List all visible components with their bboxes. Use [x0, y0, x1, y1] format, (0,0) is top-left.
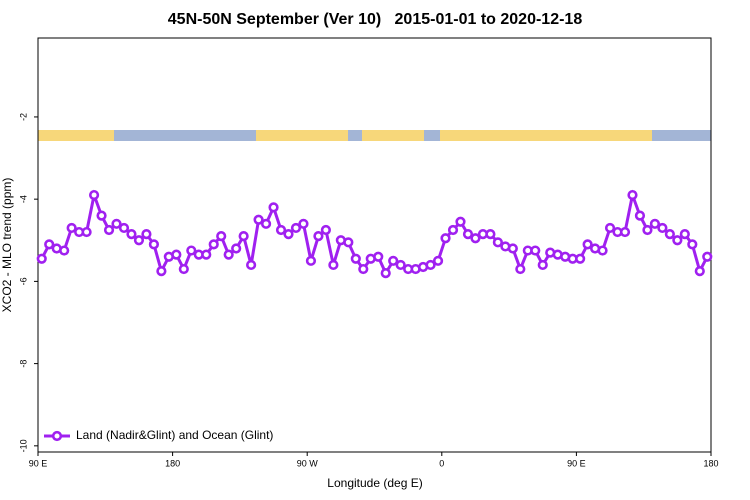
land-band: [256, 130, 348, 141]
point: [238, 231, 249, 242]
point: [619, 226, 631, 238]
point: [298, 218, 309, 229]
point: [597, 245, 608, 256]
point: [702, 251, 713, 262]
point: [515, 263, 526, 275]
point: [178, 263, 189, 275]
point: [687, 239, 698, 250]
point: [485, 229, 496, 240]
x-tick-label: 0: [439, 458, 444, 468]
point: [133, 235, 145, 246]
point: [201, 249, 212, 260]
point: [425, 259, 436, 271]
point: [59, 245, 70, 256]
land-band: [440, 130, 652, 141]
point: [604, 222, 616, 234]
point: [432, 255, 444, 266]
point: [103, 224, 115, 236]
x-tick-label: 90 W: [297, 458, 319, 468]
point: [440, 233, 451, 244]
y-axis-title: XCO2 - MLO trend (ppm): [0, 178, 14, 313]
point: [642, 224, 653, 236]
land-band: [362, 130, 424, 141]
point: [268, 202, 279, 213]
point: [537, 259, 548, 271]
point: [649, 218, 661, 229]
point: [283, 229, 294, 240]
point: [313, 231, 324, 242]
point: [657, 222, 668, 234]
point: [343, 237, 354, 248]
point: [231, 243, 242, 254]
point: [44, 239, 55, 250]
point: [694, 266, 705, 277]
land-band: [38, 130, 114, 141]
point: [373, 251, 384, 262]
point: [350, 253, 361, 264]
point: [305, 255, 317, 266]
point: [208, 239, 219, 250]
point: [118, 222, 130, 234]
y-tick-label: -6: [18, 277, 28, 285]
point: [634, 210, 646, 221]
land-ocean-strip: [38, 130, 711, 141]
point: [492, 237, 503, 248]
point: [66, 222, 77, 234]
point: [358, 263, 369, 275]
point: [96, 210, 107, 221]
chart-title: 45N-50N September (Ver 10) 2015-01-01 to…: [168, 11, 583, 28]
point: [148, 239, 160, 250]
point: [156, 266, 167, 277]
legend-marker: [51, 430, 63, 442]
point: [462, 229, 474, 240]
point: [253, 214, 264, 225]
x-axis-title: Longitude (deg E): [327, 476, 422, 490]
point: [111, 218, 122, 229]
point: [246, 259, 257, 271]
point: [171, 249, 182, 260]
point: [88, 189, 100, 201]
point: [507, 243, 518, 254]
y-tick-label: -8: [18, 360, 28, 368]
point: [380, 268, 391, 279]
y-tick-label: -10: [18, 439, 28, 452]
point: [627, 189, 638, 201]
point: [141, 229, 152, 240]
point: [679, 229, 690, 240]
point: [216, 231, 227, 242]
point: [447, 224, 459, 236]
point: [223, 249, 234, 260]
point: [672, 235, 683, 246]
plot-frame: [37, 37, 712, 453]
x-tick-label: 90 E: [567, 458, 586, 468]
point: [470, 233, 481, 244]
point: [275, 224, 287, 236]
point: [388, 255, 399, 266]
point: [395, 259, 406, 271]
point: [260, 218, 272, 229]
point: [290, 222, 302, 234]
point: [455, 216, 466, 227]
point: [126, 229, 137, 240]
legend-label: Land (Nadir&Glint) and Ocean (Glint): [76, 428, 273, 442]
point: [582, 239, 593, 250]
point: [328, 259, 339, 271]
x-tick-label: 180: [703, 458, 718, 468]
point: [36, 253, 47, 264]
y-tick-label: -4: [18, 195, 28, 203]
point: [186, 245, 197, 256]
x-tick-label: 90 E: [29, 458, 48, 468]
x-tick-label: 180: [165, 458, 180, 468]
point: [530, 245, 541, 256]
point: [320, 224, 331, 236]
point: [664, 229, 675, 240]
point: [575, 253, 586, 264]
y-tick-label: -2: [18, 113, 28, 121]
point: [81, 226, 92, 238]
